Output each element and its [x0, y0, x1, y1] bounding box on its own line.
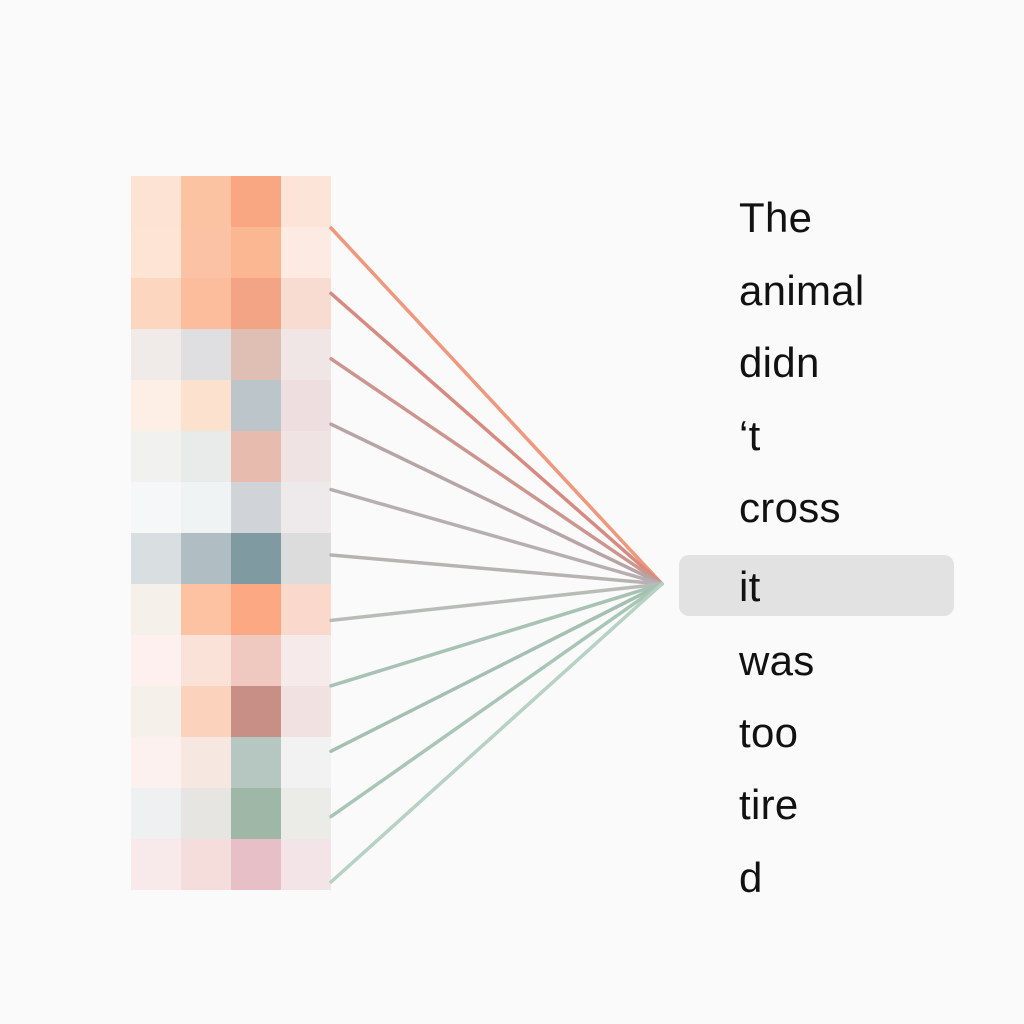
heatmap-cell-r2-c0	[131, 278, 181, 329]
heatmap-cell-r7-c0	[131, 533, 181, 584]
heatmap-cell-r4-c1	[181, 380, 231, 431]
heatmap-cell-r11-c3	[281, 737, 331, 788]
heatmap-cell-r10-c1	[181, 686, 231, 737]
heatmap-cell-r1-c2	[231, 227, 281, 278]
heatmap-cell-r13-c1	[181, 839, 231, 890]
heatmap-cell-r5-c2	[231, 431, 281, 482]
attention-line-2	[329, 357, 664, 586]
token-0[interactable]: The	[739, 194, 813, 241]
token-7[interactable]: too	[739, 709, 799, 756]
attention-line-5	[329, 553, 664, 586]
heatmap-cell-r10-c0	[131, 686, 181, 737]
heatmap-cell-r4-c0	[131, 380, 181, 431]
attention-line-8	[329, 582, 664, 753]
heatmap-cell-r12-c0	[131, 788, 181, 839]
heatmap-cell-r13-c3	[281, 839, 331, 890]
token-6[interactable]: was	[739, 637, 815, 684]
heatmap-cell-r6-c1	[181, 482, 231, 533]
attention-line-9	[329, 582, 664, 819]
heatmap-cell-r5-c1	[181, 431, 231, 482]
heatmap-cell-r8-c1	[181, 584, 231, 635]
heatmap-cell-r2-c1	[181, 278, 231, 329]
heatmap-cell-r12-c3	[281, 788, 331, 839]
heatmap-cell-r0-c2	[231, 176, 281, 227]
heatmap-cell-r5-c3	[281, 431, 331, 482]
heatmap-cell-r3-c0	[131, 329, 181, 380]
heatmap-cell-r4-c2	[231, 380, 281, 431]
heatmap-cell-r9-c0	[131, 635, 181, 686]
heatmap-cell-r10-c2	[231, 686, 281, 737]
heatmap-cell-r7-c2	[231, 533, 281, 584]
heatmap-cell-r6-c3	[281, 482, 331, 533]
heatmap-cell-r11-c2	[231, 737, 281, 788]
heatmap-cell-r6-c2	[231, 482, 281, 533]
heatmap-cell-r8-c0	[131, 584, 181, 635]
token-8[interactable]: tire	[739, 781, 799, 828]
heatmap-cell-r0-c1	[181, 176, 231, 227]
heatmap-cell-r11-c0	[131, 737, 181, 788]
heatmap-cell-r3-c3	[281, 329, 331, 380]
heatmap-cell-r1-c3	[281, 227, 331, 278]
heatmap-cell-r8-c2	[231, 584, 281, 635]
heatmap-cell-r5-c0	[131, 431, 181, 482]
selected-token-highlight	[679, 555, 954, 616]
heatmap-cell-r0-c0	[131, 176, 181, 227]
heatmap-cell-r10-c3	[281, 686, 331, 737]
heatmap-cell-r0-c3	[281, 176, 331, 227]
heatmap-cell-r13-c0	[131, 839, 181, 890]
token-9[interactable]: d	[739, 854, 763, 901]
heatmap-cell-r11-c1	[181, 737, 231, 788]
heatmap-cell-r9-c1	[181, 635, 231, 686]
heatmap-cell-r13-c2	[231, 839, 281, 890]
attention-line-6	[329, 582, 664, 623]
heatmap-cell-r4-c3	[281, 380, 331, 431]
token-4[interactable]: cross	[739, 484, 841, 531]
token-3[interactable]: ‘t	[739, 412, 761, 459]
token-1[interactable]: animal	[739, 267, 865, 314]
heatmap-cell-r3-c2	[231, 329, 281, 380]
attention-line-7	[329, 582, 664, 688]
heatmap-cell-r12-c2	[231, 788, 281, 839]
heatmap-cell-r2-c3	[281, 278, 331, 329]
attention-line-3	[329, 422, 664, 586]
heatmap-cell-r6-c0	[131, 482, 181, 533]
attention-line-1	[329, 291, 664, 586]
heatmap-cell-r12-c1	[181, 788, 231, 839]
token-2[interactable]: didn	[739, 339, 820, 386]
heatmap-cell-r1-c0	[131, 227, 181, 278]
heatmap-cell-r7-c3	[281, 533, 331, 584]
heatmap-cell-r9-c2	[231, 635, 281, 686]
attention-line-10	[329, 582, 664, 884]
heatmap-cell-r7-c1	[181, 533, 231, 584]
heatmap-cell-r1-c1	[181, 227, 231, 278]
attention-line-4	[329, 487, 664, 586]
attention-line-0	[329, 226, 664, 586]
heatmap-cell-r3-c1	[181, 329, 231, 380]
token-5-selected[interactable]: it	[739, 563, 761, 610]
heatmap-cell-r8-c3	[281, 584, 331, 635]
heatmap-cell-r9-c3	[281, 635, 331, 686]
heatmap-cell-r2-c2	[231, 278, 281, 329]
